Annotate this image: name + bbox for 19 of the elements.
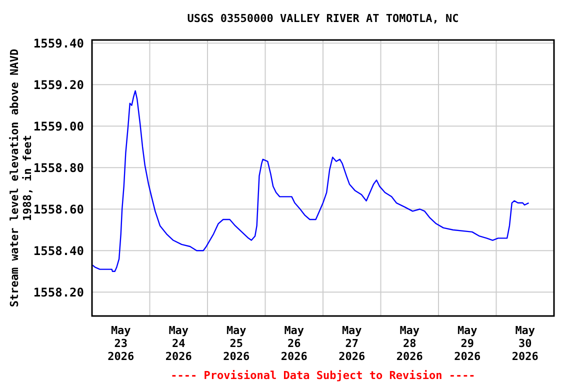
x-tick-label: May 26 2026 [280,324,308,363]
text: ---- Provisional Data Subject to Revision ---- [170,369,476,382]
y-tick-label: 1559.00 [33,119,84,134]
x-tick-label: May 27 2026 [338,324,366,363]
x-tick-label: May 23 2026 [108,324,134,363]
x-tick-label: May 28 2026 [396,324,424,363]
y-tick-label: 1558.60 [33,202,84,216]
y-tick-label: 1558.80 [33,160,84,175]
x-tick-label: May 24 2026 [165,324,192,363]
y-tick-label: 1558.40 [33,244,84,258]
x-tick-label: May 29 2026 [454,324,481,363]
y-tick-label: 1559.20 [33,78,84,92]
chart-title: USGS 03550000 VALLEY RIVER AT TOMOTLA, NC [187,12,459,25]
y-tick-label: 1558.20 [33,285,84,300]
x-tick-label: May 25 2026 [223,324,250,363]
line-series [92,90,530,272]
y-axis-title: Stream water level elevation above NAVD 1988, in feet [8,48,34,308]
x-tick-label: May 30 2026 [512,324,539,363]
y-tick-label: 1559.40 [33,36,84,50]
